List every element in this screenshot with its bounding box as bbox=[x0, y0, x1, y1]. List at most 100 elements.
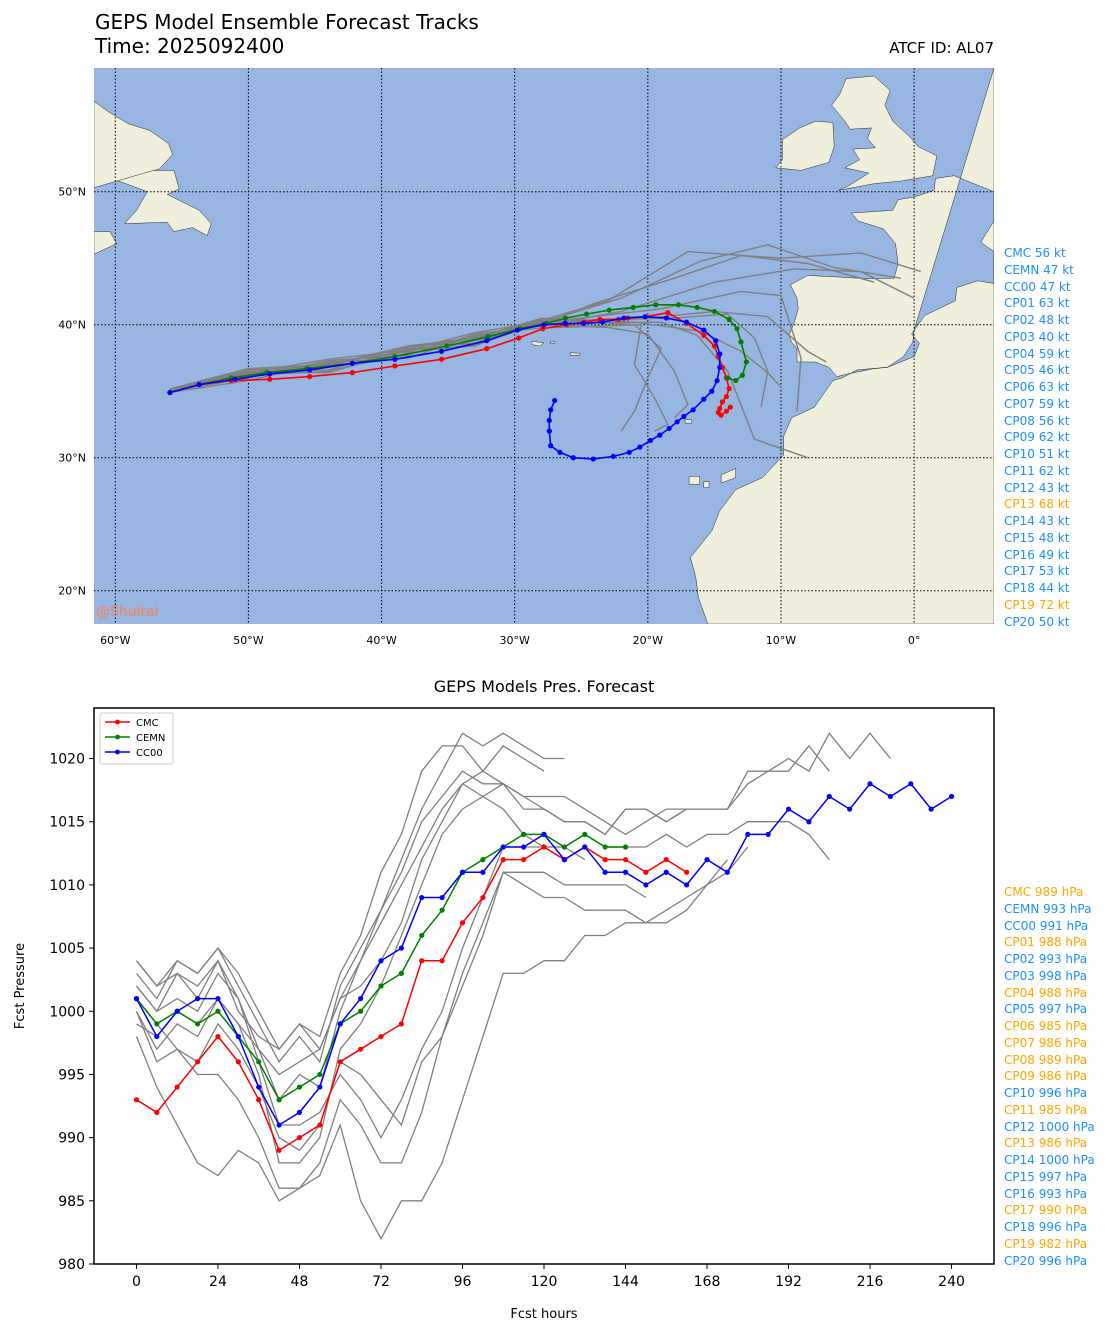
pressure-point-cemn bbox=[439, 907, 445, 913]
track-point-cc00 bbox=[541, 322, 547, 328]
track-point-cmc bbox=[723, 393, 729, 400]
pressure-point-cc00 bbox=[133, 996, 140, 1002]
pressure-label: CP12 1000 hPa bbox=[1004, 1119, 1095, 1134]
track-point-cmc bbox=[307, 373, 313, 380]
pressure-point-cmc bbox=[133, 1097, 140, 1103]
pressure-point-cc00 bbox=[622, 869, 629, 875]
track-point-cc00 bbox=[666, 425, 672, 432]
track-point-cc00 bbox=[713, 338, 719, 344]
track-point-cmc bbox=[718, 412, 724, 418]
pressure-y-tick-label: 1020 bbox=[49, 752, 85, 768]
track-point-cemn bbox=[606, 307, 612, 313]
track-point-cc00 bbox=[642, 314, 648, 320]
pressure-point-cc00 bbox=[582, 844, 588, 850]
pressure-member-line bbox=[135, 871, 647, 1202]
track-point-cc00 bbox=[610, 453, 616, 460]
legend-marker-cc00 bbox=[115, 749, 120, 755]
map-x-tick-label: 20°W bbox=[633, 634, 663, 647]
pressure-x-tick-label: 240 bbox=[938, 1274, 965, 1290]
pressure-x-tick-label: 48 bbox=[291, 1274, 309, 1290]
intensity-label: CP19 72 kt bbox=[1004, 597, 1070, 612]
intensity-label: CP07 59 kt bbox=[1004, 396, 1070, 411]
azores-3 bbox=[550, 341, 555, 344]
pressure-point-cc00 bbox=[459, 869, 466, 875]
pressure-label: CP17 990 hPa bbox=[1004, 1203, 1088, 1218]
track-point-cmc bbox=[267, 376, 273, 382]
map-y-tick-label: 20°N bbox=[58, 585, 86, 598]
pressure-point-cmc bbox=[663, 857, 669, 863]
pressure-label: CP15 997 hPa bbox=[1004, 1169, 1088, 1184]
pressure-label: CP14 1000 hPa bbox=[1004, 1153, 1095, 1167]
track-point-cemn bbox=[739, 372, 745, 378]
watermark: @Shuitai bbox=[96, 604, 158, 620]
pressure-point-cc00 bbox=[704, 857, 710, 863]
pressure-point-cemn bbox=[378, 983, 384, 989]
pressure-point-cc00 bbox=[419, 894, 425, 901]
pressure-plot-frame bbox=[93, 707, 995, 1265]
track-point-cc00 bbox=[562, 320, 568, 326]
track-point-cc00 bbox=[626, 449, 632, 456]
track-point-cmc bbox=[665, 310, 671, 316]
pressure-point-cmc bbox=[378, 1033, 384, 1040]
pressure-label: CP07 986 hPa bbox=[1004, 1035, 1088, 1050]
intensity-label: CP02 48 kt bbox=[1004, 313, 1070, 327]
pressure-point-cc00 bbox=[684, 882, 690, 888]
pressure-x-tick-label: 72 bbox=[372, 1274, 390, 1290]
legend-label-cc00: CC00 bbox=[136, 748, 163, 759]
track-point-cmc bbox=[711, 343, 718, 349]
track-point-cmc bbox=[392, 363, 398, 369]
pressure-x-tick-label: 120 bbox=[531, 1274, 558, 1290]
track-point-cemn bbox=[562, 315, 568, 321]
intensity-label: CP06 63 kt bbox=[1004, 380, 1070, 394]
intensity-label: CMC 56 kt bbox=[1004, 246, 1066, 260]
track-point-cemn bbox=[711, 308, 718, 315]
intensity-label: CP13 68 kt bbox=[1004, 497, 1070, 512]
pressure-line-cmc bbox=[136, 846, 687, 1152]
track-point-cc00 bbox=[196, 381, 202, 388]
track-point-cmc bbox=[349, 370, 355, 376]
intensity-label: CP12 43 kt bbox=[1004, 480, 1070, 495]
pressure-point-cemn bbox=[317, 1071, 323, 1078]
track-point-cc00 bbox=[674, 419, 680, 425]
pressure-point-cemn bbox=[398, 970, 404, 976]
pressure-x-tick-label: 0 bbox=[132, 1274, 141, 1290]
track-point-cemn bbox=[653, 302, 659, 308]
pressure-label: CC00 991 hPa bbox=[1004, 918, 1089, 933]
track-point-cc00 bbox=[701, 327, 707, 333]
pressure-label: CP05 997 hPa bbox=[1004, 1002, 1088, 1017]
pressure-member-line bbox=[135, 859, 728, 1241]
track-point-cemn bbox=[726, 316, 732, 322]
pressure-point-cmc bbox=[419, 958, 425, 964]
intensity-label: CC00 47 kt bbox=[1004, 279, 1071, 294]
pressure-point-cc00 bbox=[602, 869, 608, 875]
pressure-x-tick-label: 96 bbox=[454, 1274, 472, 1290]
intensity-label: CP20 50 kt bbox=[1004, 614, 1070, 629]
pressure-point-cc00 bbox=[561, 857, 567, 863]
cape-breton bbox=[94, 231, 117, 255]
member-track bbox=[169, 313, 769, 408]
pressure-y-tick-label: 1015 bbox=[49, 815, 85, 831]
track-point-cc00 bbox=[484, 338, 490, 344]
track-point-cc00 bbox=[647, 437, 654, 444]
pressure-point-cmc bbox=[684, 869, 690, 875]
pressure-point-cemn bbox=[582, 831, 588, 837]
map-x-tick-label: 10°W bbox=[766, 634, 796, 647]
pressure-point-cmc bbox=[174, 1084, 180, 1090]
intensity-label: CP03 40 kt bbox=[1004, 329, 1070, 344]
track-point-cemn bbox=[733, 377, 739, 384]
canary-2 bbox=[703, 481, 710, 488]
pressure-point-cmc bbox=[358, 1046, 364, 1052]
track-point-cc00 bbox=[717, 364, 723, 370]
pressure-point-cemn bbox=[276, 1097, 282, 1103]
pressure-y-tick-label: 985 bbox=[58, 1194, 85, 1210]
track-point-cc00 bbox=[599, 319, 606, 325]
pressure-chart-title: GEPS Models Pres. Forecast bbox=[433, 677, 655, 696]
pressure-point-cc00 bbox=[296, 1109, 303, 1115]
pressure-label: CP13 986 hPa bbox=[1004, 1136, 1088, 1151]
pressure-point-cc00 bbox=[806, 819, 812, 825]
pressure-x-tick-label: 192 bbox=[775, 1274, 802, 1290]
pressure-point-cemn bbox=[358, 1008, 364, 1014]
intensity-label: CEMN 47 kt bbox=[1004, 262, 1074, 277]
intensity-label: CP04 59 kt bbox=[1004, 346, 1070, 361]
